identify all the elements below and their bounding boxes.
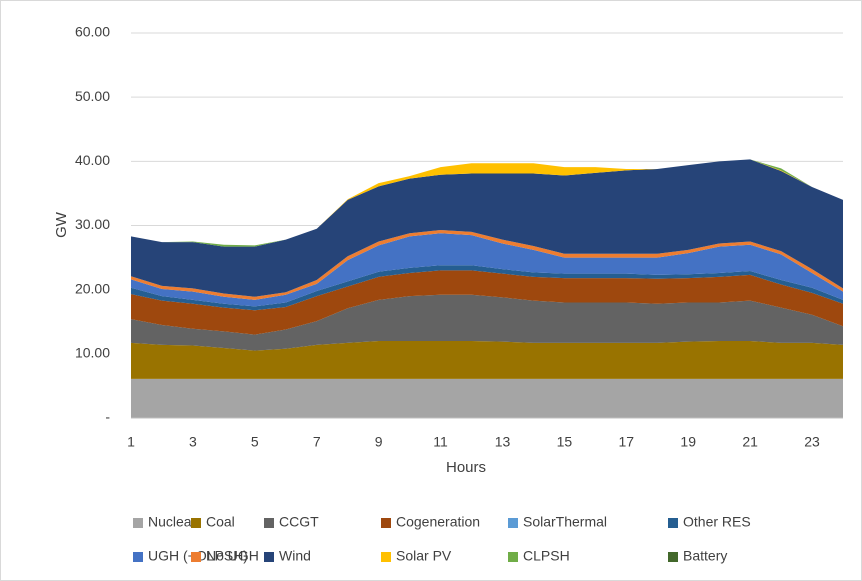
y-tick-label: 60.00	[75, 24, 110, 40]
legend-label: Battery	[683, 548, 727, 564]
legend-label: Solar PV	[396, 548, 452, 564]
legend-swatch	[508, 552, 518, 562]
x-tick-label: 21	[742, 434, 758, 450]
legend-label: CCGT	[279, 514, 319, 530]
x-tick-label: 11	[433, 434, 448, 450]
legend-swatch	[191, 552, 201, 562]
y-axis-title: GW	[53, 211, 70, 238]
area	[131, 378, 843, 418]
legend-label: CLPSH	[523, 548, 570, 564]
legend-swatch	[668, 552, 678, 562]
legend-swatch	[508, 518, 518, 528]
legend-label: Coal	[206, 514, 235, 530]
x-tick-label: 17	[619, 434, 635, 450]
area	[131, 270, 843, 335]
x-tick-label: 19	[680, 434, 696, 450]
legend-swatch	[668, 518, 678, 528]
y-tick-label: -	[105, 409, 110, 425]
legend-swatch	[264, 518, 274, 528]
legend-label: No UGH	[206, 548, 259, 564]
x-tick-label: 9	[375, 434, 383, 450]
y-tick-label: 20.00	[75, 280, 110, 296]
x-tick-label: 1	[127, 434, 135, 450]
area	[131, 341, 843, 379]
y-tick-label: 50.00	[75, 88, 110, 104]
legend-swatch	[133, 552, 143, 562]
y-tick-label: 40.00	[75, 152, 110, 168]
legend-swatch	[381, 518, 391, 528]
legend-label: Wind	[279, 548, 311, 564]
legend-swatch	[264, 552, 274, 562]
legend-swatch	[381, 552, 391, 562]
area	[131, 159, 843, 297]
legend-swatch	[133, 518, 143, 528]
area	[131, 233, 843, 307]
x-tick-label: 5	[251, 434, 259, 450]
x-tick-label: 7	[313, 434, 321, 450]
x-tick-label: 3	[189, 434, 197, 450]
x-tick-label: 13	[495, 434, 511, 450]
area	[131, 294, 843, 351]
x-tick-label: 15	[557, 434, 573, 450]
area	[131, 229, 843, 300]
legend-label: Nuclear	[148, 514, 197, 530]
y-tick-label: 30.00	[75, 216, 110, 232]
x-axis-title: Hours	[446, 459, 486, 476]
legend-label: Other RES	[683, 514, 751, 530]
legend-label: Cogeneration	[396, 514, 480, 530]
legend-label: SolarThermal	[523, 514, 607, 530]
x-tick-label: 23	[804, 434, 820, 450]
y-tick-label: 10.00	[75, 345, 110, 361]
legend-swatch	[191, 518, 201, 528]
area	[131, 265, 843, 311]
